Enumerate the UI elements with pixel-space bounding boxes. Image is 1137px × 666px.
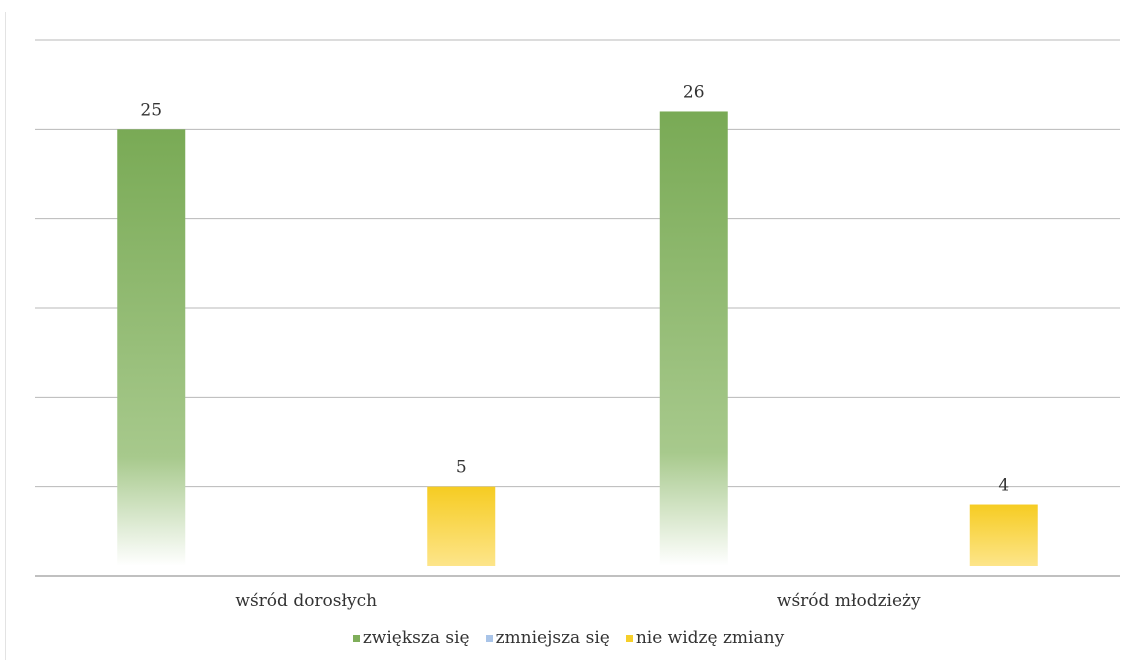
bar-no-change-1 — [969, 504, 1038, 566]
legend-swatch-increase — [352, 634, 360, 642]
data-label: 25 — [140, 100, 162, 120]
legend-label-increase: zwiększa się — [362, 628, 470, 648]
legend-item-decrease: zmniejsza się — [485, 628, 610, 648]
legend-label-decrease: zmniejsza się — [495, 628, 610, 648]
bar-increase-1 — [659, 111, 728, 566]
category-label: wśród dorosłych — [235, 591, 377, 611]
data-label: 4 — [998, 476, 1009, 496]
legend-swatch-decrease — [485, 634, 493, 642]
legend-swatch-no-change — [625, 634, 633, 642]
data-label: 5 — [456, 458, 467, 478]
legend: zwiększa się zmniejsza się nie widzę zmi… — [0, 628, 1137, 648]
category-label: wśród młodzieży — [777, 591, 921, 611]
legend-label-no-change: nie widzę zmiany — [635, 628, 785, 648]
legend-item-increase: zwiększa się — [352, 628, 470, 648]
legend-item-no-change: nie widzę zmiany — [625, 628, 785, 648]
chart-frame — [5, 12, 1131, 660]
data-label: 26 — [683, 82, 705, 102]
bar-no-change-0 — [427, 486, 496, 566]
bar-increase-0 — [117, 129, 186, 567]
